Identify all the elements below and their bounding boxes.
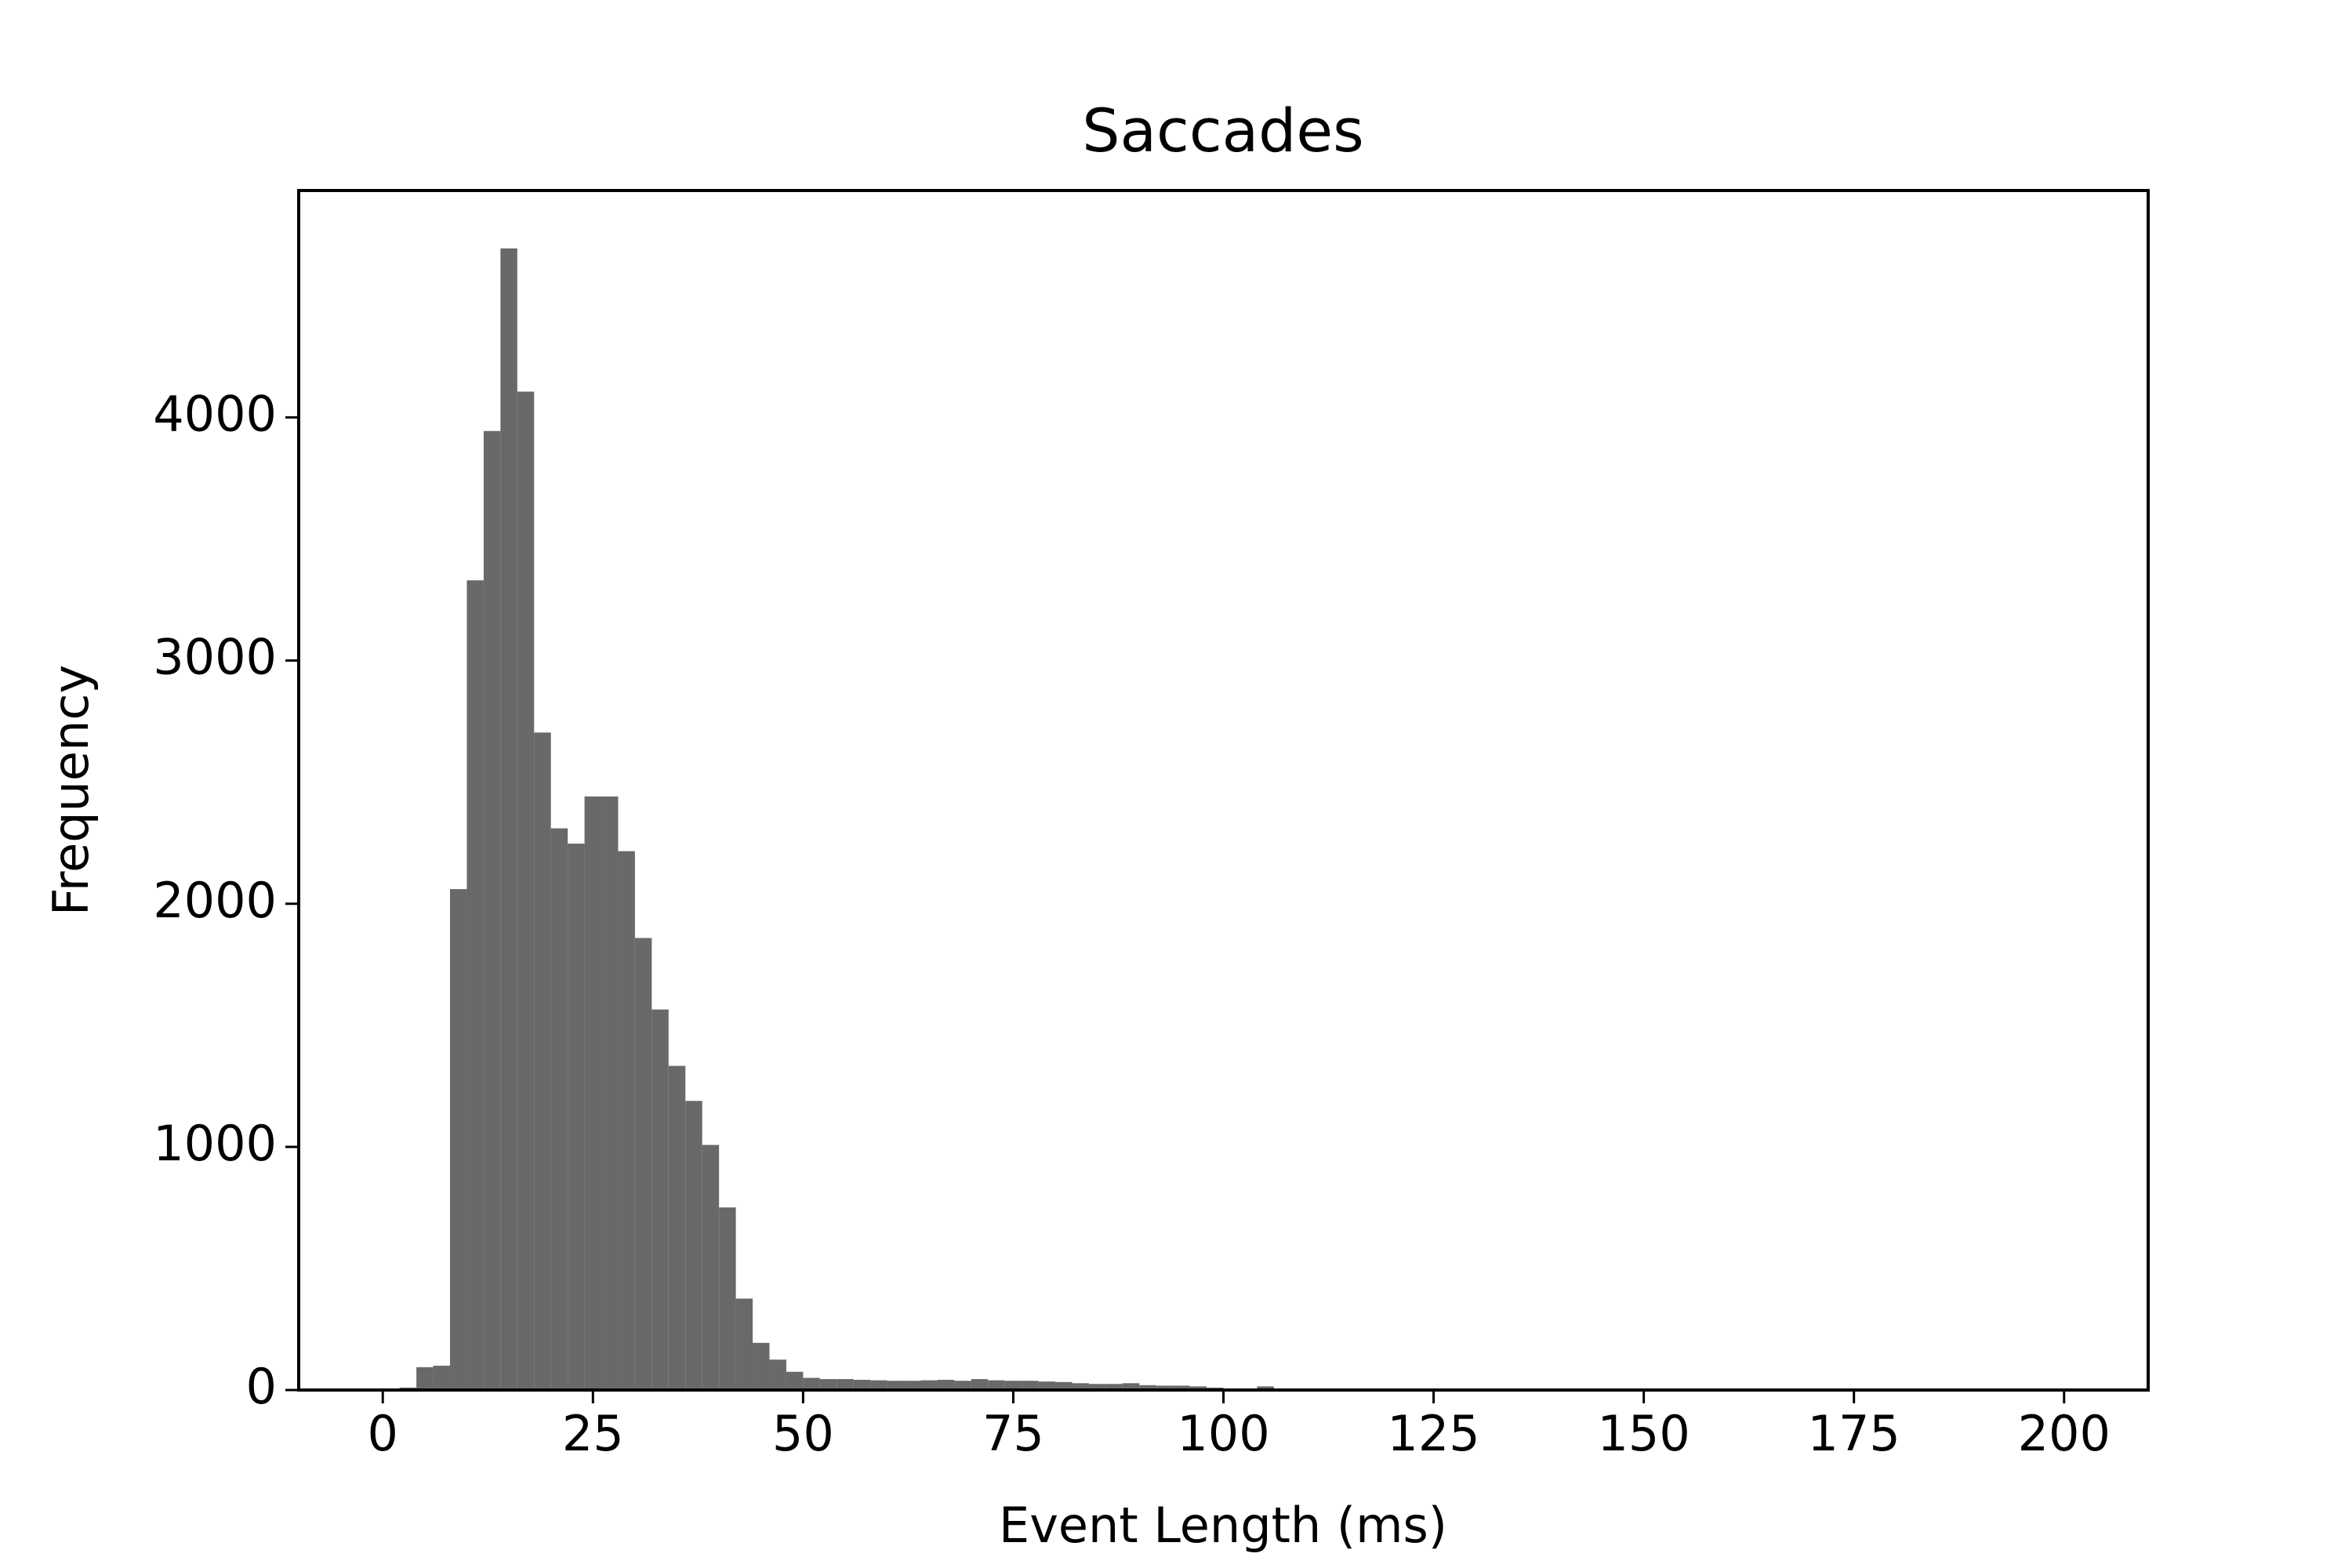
bar [652, 1009, 669, 1390]
bar [517, 391, 535, 1391]
bar [786, 1371, 804, 1390]
bar [668, 1065, 686, 1390]
bar [1156, 1385, 1174, 1390]
bar [803, 1377, 820, 1390]
bar [483, 430, 501, 1390]
bar [1088, 1384, 1106, 1390]
bar [1055, 1381, 1073, 1390]
y-tick-label: 4000 [153, 385, 277, 442]
bar [1022, 1381, 1039, 1390]
bar [433, 1365, 451, 1390]
bar [1105, 1384, 1123, 1390]
x-tick-label: 100 [1177, 1405, 1269, 1462]
bar [584, 796, 602, 1390]
bar [1139, 1385, 1156, 1390]
y-axis-label: Frequency [42, 665, 100, 916]
x-tick-label: 75 [982, 1405, 1044, 1462]
bar [954, 1381, 971, 1390]
bar [1122, 1383, 1140, 1390]
x-tick-label: 150 [1597, 1405, 1690, 1462]
bar [550, 828, 568, 1390]
bar [753, 1342, 770, 1390]
y-tick-label: 2000 [153, 872, 277, 929]
x-tick-label: 125 [1387, 1405, 1479, 1462]
x-tick-label: 200 [2018, 1405, 2111, 1462]
bar [1038, 1381, 1056, 1390]
bar [466, 580, 484, 1391]
bar [702, 1145, 720, 1390]
y-tick-label: 3000 [153, 629, 277, 686]
y-tick-label: 0 [246, 1358, 277, 1415]
bar [988, 1380, 1005, 1390]
bar [685, 1101, 702, 1390]
x-tick-label: 0 [368, 1405, 398, 1462]
bar [920, 1380, 938, 1390]
x-tick-label: 50 [772, 1405, 834, 1462]
bar [618, 851, 635, 1390]
bar [937, 1379, 955, 1390]
bar [634, 938, 652, 1390]
y-tick-label: 1000 [153, 1115, 277, 1172]
bar [735, 1298, 753, 1390]
x-tick-label: 175 [1808, 1405, 1900, 1462]
bar [971, 1379, 989, 1390]
bar [601, 796, 619, 1390]
bar [837, 1379, 854, 1390]
bar [769, 1359, 786, 1390]
bar [1189, 1386, 1207, 1390]
bar [416, 1367, 434, 1390]
bar [1072, 1383, 1089, 1390]
bar [1173, 1385, 1190, 1390]
bar [719, 1207, 736, 1390]
bar [819, 1379, 837, 1390]
bar [887, 1381, 905, 1390]
x-tick-label: 25 [562, 1405, 624, 1462]
bar [1257, 1386, 1274, 1390]
plot-area [399, 248, 1274, 1391]
bar [870, 1380, 887, 1390]
bar [568, 844, 585, 1390]
chart-title: Saccades [1082, 96, 1364, 165]
bar [853, 1379, 871, 1390]
bar [500, 248, 517, 1390]
x-axis-label: Event Length (ms) [999, 1497, 1447, 1554]
bar [534, 732, 551, 1390]
bar [450, 889, 467, 1390]
bar [904, 1381, 921, 1390]
bar [1004, 1381, 1022, 1390]
